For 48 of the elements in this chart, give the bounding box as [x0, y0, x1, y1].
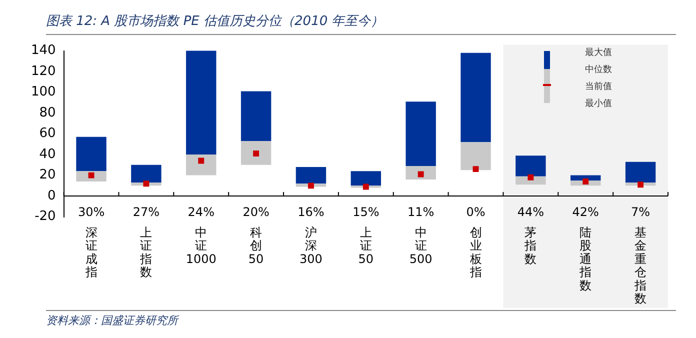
- annotation: 16%: [298, 204, 324, 219]
- y-tick-label: 20: [39, 168, 56, 183]
- annotation: 0%: [466, 204, 486, 219]
- annotation: 11%: [407, 204, 434, 219]
- annotation: 27%: [132, 204, 160, 219]
- y-tick-label: 140: [30, 43, 56, 58]
- x-tick-label: 上证50: [358, 226, 374, 266]
- annotation: 20%: [242, 204, 270, 219]
- annotation: 24%: [188, 204, 214, 219]
- point: [308, 182, 314, 189]
- x-tick-label: 中证500: [409, 226, 432, 266]
- y-tick-label: 0: [48, 188, 56, 204]
- annotation: 中位数: [585, 64, 612, 76]
- x-tick-label: 基金重仓指数: [634, 226, 647, 306]
- annotation: 当前值: [585, 80, 612, 93]
- x-tick-label: 中证1000: [186, 226, 216, 266]
- point: [143, 180, 150, 187]
- y-tick-label: 100: [30, 84, 56, 100]
- point: [418, 171, 424, 178]
- x-tick-label: 沪深300: [300, 226, 322, 266]
- point: [472, 166, 479, 172]
- x-tick-label: 创业板指: [468, 226, 482, 280]
- y-tick-label: 120: [30, 64, 56, 79]
- point: [198, 158, 204, 164]
- annotation: 42%: [572, 204, 599, 219]
- x-tick-label: 深证成指: [84, 226, 98, 280]
- annotation: 最大值: [585, 46, 612, 59]
- x-tick-label: 科创50: [248, 226, 264, 266]
- point: [582, 178, 589, 184]
- point: [253, 150, 260, 156]
- chart-title: 图表 12: A 股市场指数 PE 估值历史分位（2010 年至今）: [46, 13, 384, 30]
- annotation: 44%: [517, 204, 544, 219]
- annotation: 15%: [352, 204, 380, 219]
- point: [528, 174, 534, 180]
- x-tick-label: 上证指数: [139, 226, 152, 280]
- point: [88, 172, 94, 178]
- y-tick-label: -20: [34, 209, 56, 224]
- point: [362, 184, 369, 190]
- y-tick-label: 80: [39, 105, 56, 120]
- y-tick-label: 40: [39, 146, 56, 162]
- annotation: 30%: [78, 204, 105, 219]
- text: 资料来源：国盛证券研究所: [46, 313, 178, 328]
- x-tick-label: 陆股通指数: [578, 226, 592, 292]
- point: [638, 182, 644, 188]
- annotation: 最小值: [585, 98, 612, 110]
- annotation: 7%: [631, 204, 650, 219]
- y-tick-label: 60: [39, 126, 56, 142]
- x-tick-label: 茅指数: [524, 226, 537, 266]
